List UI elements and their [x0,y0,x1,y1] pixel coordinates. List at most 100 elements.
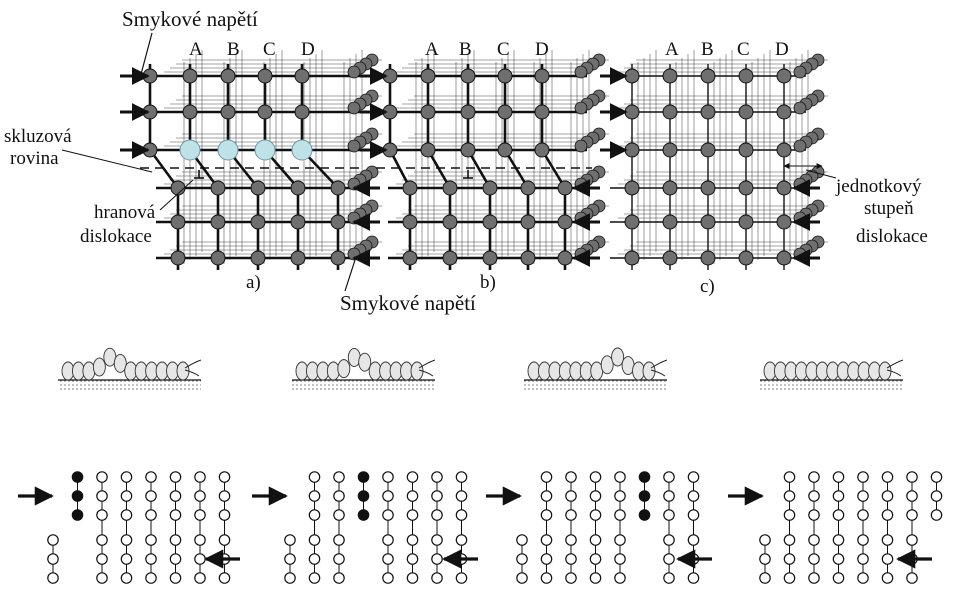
atom [182,68,198,84]
ground [292,380,435,390]
caterpillar-segment [113,353,127,373]
atom-depth [574,101,588,115]
atom-open [333,572,345,584]
caterpillar-3 [524,347,668,390]
edge-dislocation-leader [159,179,194,211]
atom [557,214,573,230]
atom [700,142,716,158]
atom-open [382,534,394,546]
panel-a-lattice [140,50,382,270]
atom-open [308,572,321,584]
atom-open [540,534,553,546]
panel-b-label: b) [480,272,496,293]
atom [662,68,678,84]
atom-depth [574,139,588,153]
atom [624,104,640,120]
atom-open [169,534,182,546]
atom-open [808,471,820,483]
atom-open [857,553,869,565]
atom-open [218,490,231,502]
ground [58,380,201,390]
atom-open [194,534,206,546]
atom-open [565,509,577,521]
atom-open [194,471,206,483]
atom [220,104,236,120]
atom-open [120,572,133,584]
lattice-column-line [540,64,567,270]
atom-open [218,471,231,483]
atom-depth [347,139,361,153]
atom-open [857,509,869,521]
column-label: A [189,39,203,60]
atom-open [930,490,943,502]
atom [700,68,716,84]
atom-open [406,471,419,483]
atom [534,68,550,84]
edge-dislocation-label-2: dislokace [80,226,152,247]
atom [257,104,273,120]
atom-open [382,471,394,483]
atom-open [47,534,59,546]
atom-open [284,553,296,565]
atom-open [783,553,796,565]
atom-open [881,553,894,565]
atom-highlight [254,139,276,161]
atom-open [455,572,468,584]
atom [330,214,346,230]
atom-open [431,553,443,565]
panel-b-lattice [376,50,609,270]
atom [776,142,792,158]
atom [700,180,716,196]
atom [442,250,458,266]
atom-filled [638,509,651,521]
atom-highlight [217,139,239,161]
atom [776,250,792,266]
atom-open [663,509,675,521]
shear-top-leader [139,32,153,79]
atom [738,104,754,120]
atom-depth [793,101,807,115]
panel-a-label: a) [246,272,261,293]
atom-open [96,490,108,502]
atom-open [96,471,108,483]
atom [662,214,678,230]
atom [290,250,306,266]
atom-open [663,553,675,565]
atom-open [431,509,443,521]
atom-open [832,490,845,502]
lattice-column-line [503,64,530,270]
atom-open [455,534,468,546]
atom-open [218,572,231,584]
atom-open [808,490,820,502]
atom [700,250,716,266]
atom-open [308,534,321,546]
chain-diagram-2 [252,471,478,584]
atom [662,180,678,196]
atom [442,214,458,230]
lattice-column-line [426,64,452,270]
atom-open [145,509,157,521]
atom [482,214,498,230]
atom [290,214,306,230]
atom-open [333,534,345,546]
column-label: C [263,39,276,60]
atom [738,180,754,196]
atom-open [47,553,59,565]
atom-open [565,553,577,565]
atom-filled [71,471,84,483]
atom-open [169,572,182,584]
atom-open [145,534,157,546]
atom-open [120,509,133,521]
atom [220,68,236,84]
atom [700,214,716,230]
atom [497,68,513,84]
atom-open [906,471,918,483]
caterpillar-analogy [58,347,904,390]
atom-open [540,553,553,565]
atom-open [663,572,675,584]
atom-open [516,572,528,584]
atom-open [930,509,943,521]
atom-open [455,509,468,521]
atom-open [516,534,528,546]
atom [520,250,536,266]
